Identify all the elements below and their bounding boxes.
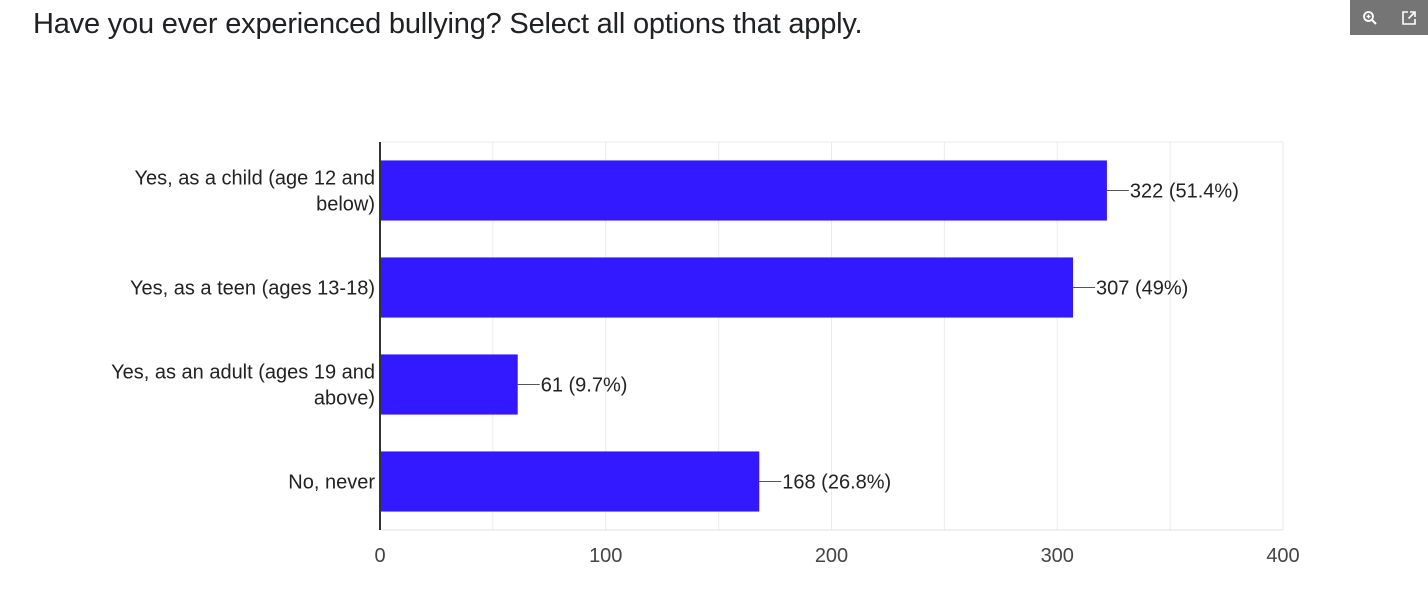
x-tick-label: 200: [815, 545, 848, 567]
x-tick-label: 100: [589, 545, 622, 567]
category-label: Yes, as a child (age 12 and: [134, 168, 375, 190]
open-in-new-icon[interactable]: [1398, 7, 1420, 29]
question-title: Have you ever experienced bullying? Sele…: [33, 8, 863, 40]
bar: [380, 451, 760, 512]
category-label: below): [316, 194, 375, 216]
x-tick-label: 0: [374, 545, 385, 567]
data-label: 168 (26.8%): [782, 472, 891, 494]
category-label: Yes, as an adult (ages 19 and: [111, 362, 375, 384]
category-label: No, never: [288, 472, 375, 494]
data-label: 61 (9.7%): [541, 375, 628, 397]
data-label: 307 (49%): [1096, 278, 1188, 300]
category-label: above): [314, 388, 375, 410]
x-tick-label: 400: [1266, 545, 1299, 567]
zoom-in-icon[interactable]: [1359, 7, 1381, 29]
chart-toolbar: [1350, 0, 1428, 35]
data-label: 322 (51.4%): [1130, 181, 1239, 203]
bar: [380, 354, 518, 415]
x-tick-label: 300: [1041, 545, 1074, 567]
category-label: Yes, as a teen (ages 13-18): [130, 278, 375, 300]
bar: [380, 257, 1074, 318]
bar: [380, 160, 1107, 221]
